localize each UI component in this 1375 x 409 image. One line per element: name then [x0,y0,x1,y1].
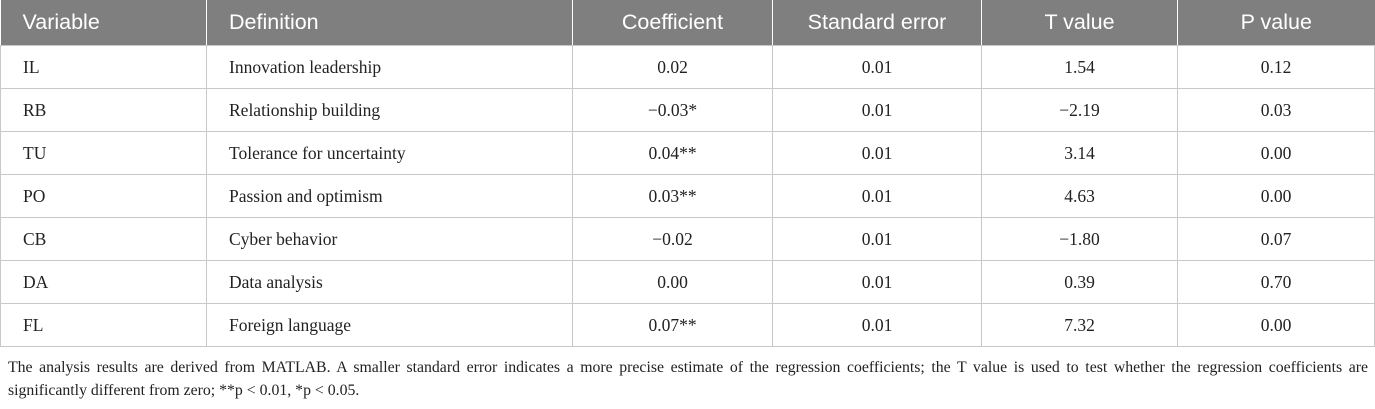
table-row: DA Data analysis 0.00 0.01 0.39 0.70 [0,260,1375,304]
table-row: RB Relationship building −0.03* 0.01 −2.… [0,88,1375,132]
header-definition: Definition [206,0,573,46]
cell-coefficient: 0.07** [572,303,773,347]
cell-t-value: 0.39 [981,260,1178,304]
cell-standard-error: 0.01 [772,303,982,347]
cell-coefficient: −0.03* [572,88,773,132]
table-row: FL Foreign language 0.07** 0.01 7.32 0.0… [0,303,1375,347]
cell-variable: CB [0,217,207,261]
cell-variable: FL [0,303,207,347]
cell-variable: TU [0,131,207,175]
header-p-value: P value [1177,0,1375,46]
cell-variable: DA [0,260,207,304]
cell-standard-error: 0.01 [772,131,982,175]
table-header-row: Variable Definition Coefficient Standard… [0,0,1375,46]
cell-coefficient: 0.02 [572,45,773,89]
cell-standard-error: 0.01 [772,45,982,89]
cell-t-value: 3.14 [981,131,1178,175]
cell-standard-error: 0.01 [772,260,982,304]
cell-standard-error: 0.01 [772,88,982,132]
table-row: PO Passion and optimism 0.03** 0.01 4.63… [0,174,1375,218]
cell-p-value: 0.12 [1177,45,1375,89]
header-variable: Variable [0,0,207,46]
header-coefficient: Coefficient [572,0,773,46]
table-row: TU Tolerance for uncertainty 0.04** 0.01… [0,131,1375,175]
cell-t-value: 7.32 [981,303,1178,347]
cell-definition: Passion and optimism [206,174,573,218]
cell-t-value: 4.63 [981,174,1178,218]
cell-variable: PO [0,174,207,218]
cell-p-value: 0.03 [1177,88,1375,132]
cell-p-value: 0.00 [1177,303,1375,347]
cell-definition: Relationship building [206,88,573,132]
header-t-value: T value [981,0,1178,46]
cell-definition: Foreign language [206,303,573,347]
cell-variable: IL [0,45,207,89]
table-row: IL Innovation leadership 0.02 0.01 1.54 … [0,45,1375,89]
cell-t-value: 1.54 [981,45,1178,89]
cell-definition: Tolerance for uncertainty [206,131,573,175]
cell-variable: RB [0,88,207,132]
cell-p-value: 0.00 [1177,131,1375,175]
cell-t-value: −1.80 [981,217,1178,261]
cell-p-value: 0.00 [1177,174,1375,218]
cell-coefficient: −0.02 [572,217,773,261]
cell-definition: Innovation leadership [206,45,573,89]
cell-t-value: −2.19 [981,88,1178,132]
cell-p-value: 0.07 [1177,217,1375,261]
cell-definition: Data analysis [206,260,573,304]
table-footnote: The analysis results are derived from MA… [8,359,1368,399]
header-standard-error: Standard error [772,0,982,46]
cell-definition: Cyber behavior [206,217,573,261]
cell-p-value: 0.70 [1177,260,1375,304]
regression-table: Variable Definition Coefficient Standard… [0,0,1375,347]
cell-coefficient: 0.00 [572,260,773,304]
table-row: CB Cyber behavior −0.02 0.01 −1.80 0.07 [0,217,1375,261]
cell-coefficient: 0.03** [572,174,773,218]
cell-standard-error: 0.01 [772,174,982,218]
cell-coefficient: 0.04** [572,131,773,175]
cell-standard-error: 0.01 [772,217,982,261]
